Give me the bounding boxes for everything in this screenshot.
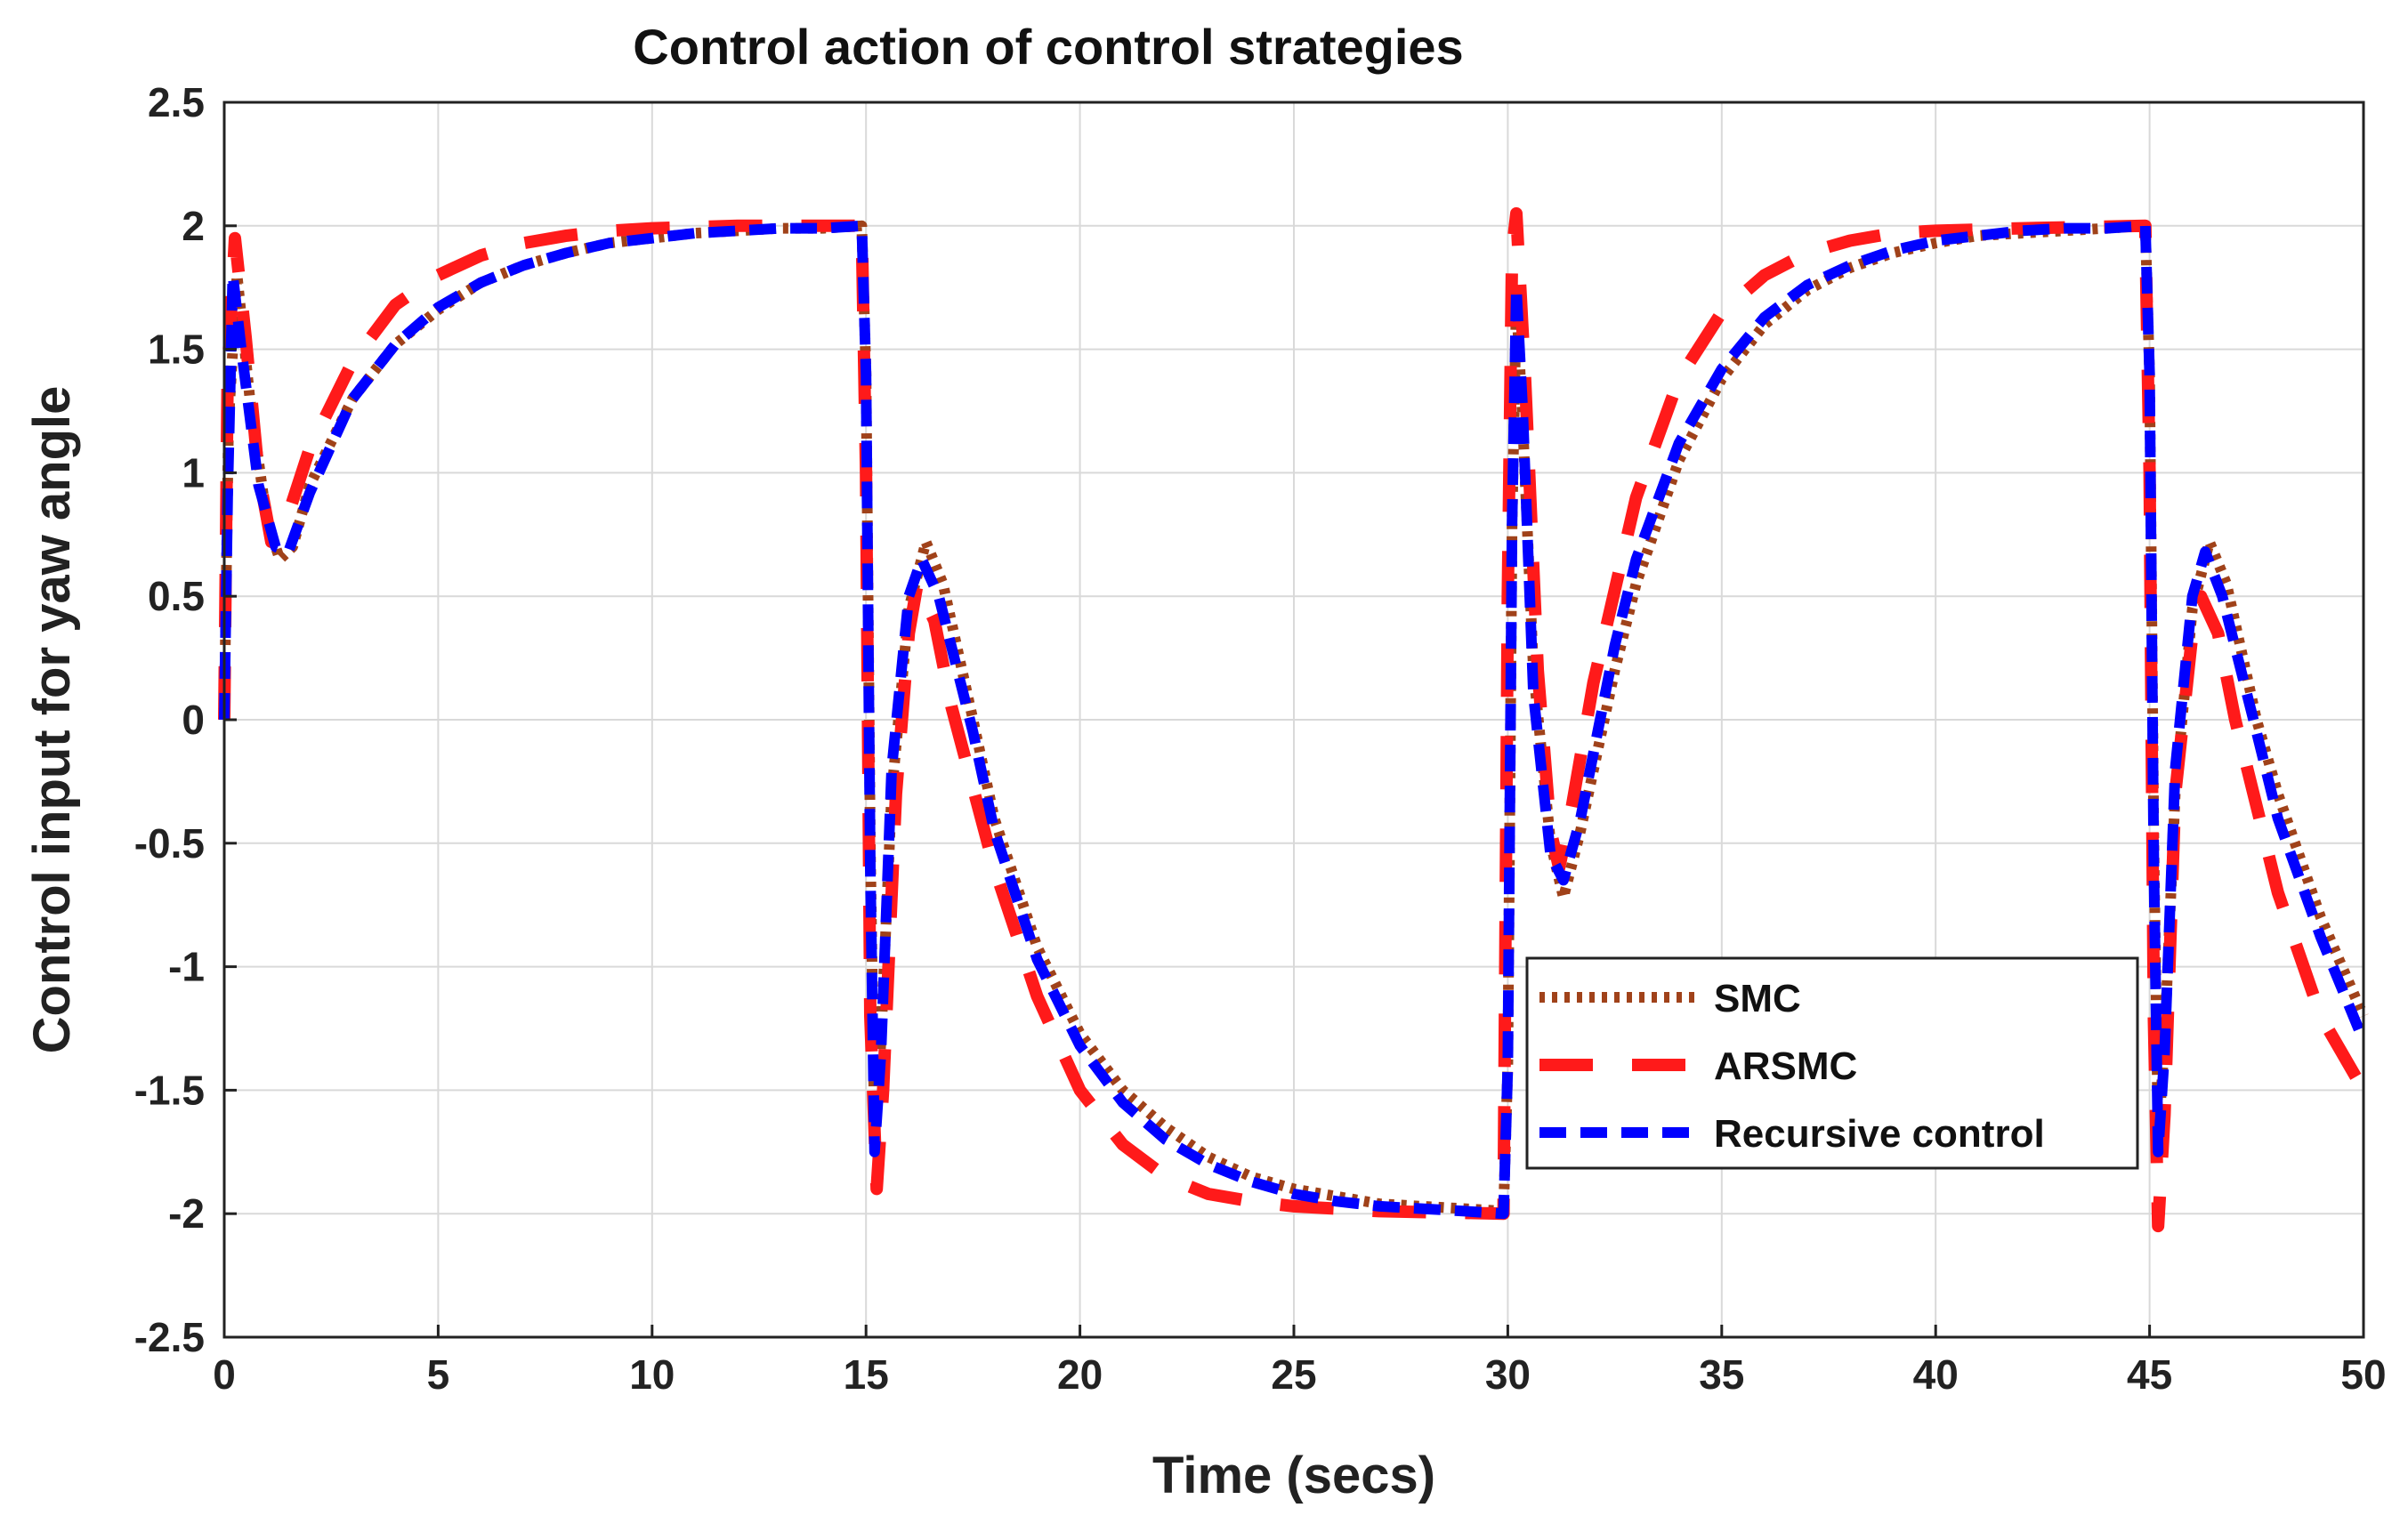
y-tick-label: -0.5 [134,820,205,867]
y-tick-label: -1 [168,944,205,990]
legend-label-smc: SMC [1714,977,1801,1020]
x-tick-label: 40 [1913,1351,1959,1398]
legend-label-recursive-control: Recursive control [1714,1112,2045,1156]
x-tick-label: 45 [2127,1351,2172,1398]
y-tick-label: 0.5 [148,573,205,619]
y-tick-label: 2 [182,203,205,249]
y-tick-label: -2 [168,1190,205,1237]
y-tick-label: 2.5 [148,79,205,125]
legend: SMC ARSMC Recursive control [1525,956,2139,1170]
plot-series [218,206,2370,1233]
chart-title: Control action of control strategies [633,19,1463,75]
x-tick-label: 25 [1271,1351,1316,1398]
y-axis-label: Control input for yaw angle [23,386,81,1054]
x-tick-label: 15 [844,1351,889,1398]
y-tick-label: 1.5 [148,327,205,373]
y-tick-label: 1 [182,449,205,496]
x-tick-label: 35 [1699,1351,1744,1398]
x-tick-label: 0 [213,1351,236,1398]
x-tick-label: 10 [629,1351,675,1398]
y-axis-ticks: 2.5 2 1.5 1 0.5 0 -0.5 -1 -1.5 -2 -2.5 [134,79,237,1360]
y-tick-label: 0 [182,697,205,743]
x-tick-label: 5 [427,1351,450,1398]
x-tick-label: 30 [1485,1351,1531,1398]
series-line-recursive-control [219,220,2369,1220]
y-tick-label: -1.5 [134,1067,205,1113]
x-axis-ticks: 0 5 10 15 20 25 30 35 40 45 50 [213,1325,2387,1398]
y-tick-label: -2.5 [134,1314,205,1360]
x-tick-label: 50 [2340,1351,2386,1398]
x-tick-label: 20 [1057,1351,1103,1398]
x-axis-label: Time (secs) [1152,1447,1435,1504]
legend-label-arsmc: ARSMC [1714,1044,1857,1088]
